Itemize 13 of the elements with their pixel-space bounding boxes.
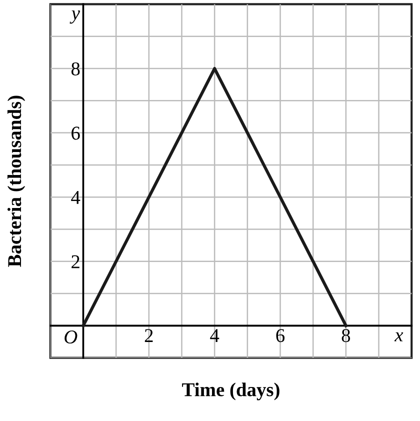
y-tick-label: 8 (71, 62, 80, 76)
annotation: x (394, 332, 404, 342)
annotation: O (64, 330, 78, 344)
y-tick-label: 2 (72, 255, 80, 268)
x-axis-title: Time (days) (182, 382, 280, 400)
x-tick-label: 2 (144, 329, 153, 342)
y-tick-label: 4 (71, 191, 80, 204)
y-tick-label: 6 (72, 126, 80, 140)
x-tick-label: 4 (210, 329, 220, 342)
y-axis-title: Bacteria (thousands) (7, 96, 26, 267)
x-tick-label: 6 (276, 329, 285, 342)
annotation: y (70, 10, 80, 24)
x-tick-label: 8 (342, 329, 350, 342)
